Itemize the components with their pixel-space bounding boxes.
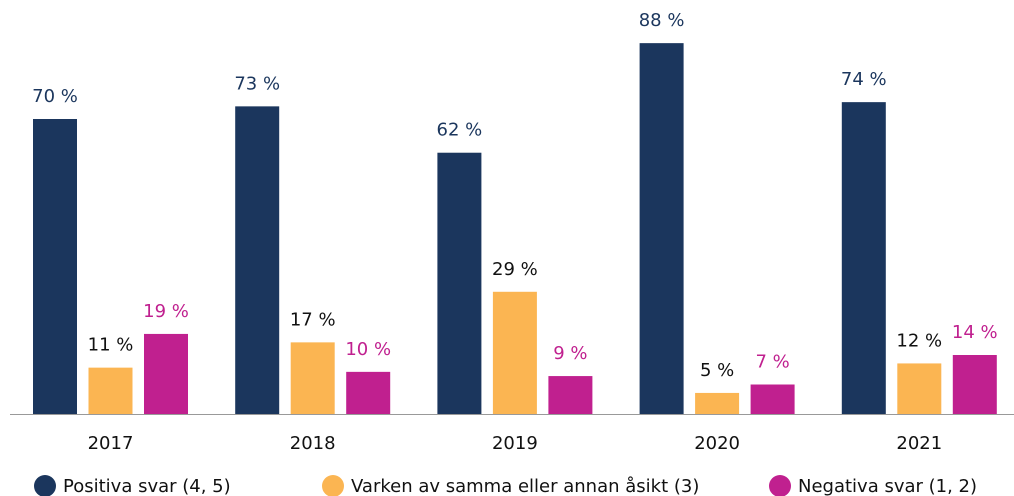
value-label: 74 % (841, 69, 887, 90)
value-label: 11 % (88, 335, 134, 356)
bar (290, 342, 335, 414)
legend-swatch (769, 475, 791, 496)
value-label: 5 % (700, 360, 734, 381)
value-label: 19 % (143, 301, 189, 322)
bar (235, 106, 280, 414)
legend-label: Positiva svar (4, 5) (63, 476, 231, 496)
value-label: 17 % (290, 309, 336, 330)
bar (548, 376, 593, 414)
x-tick-label: 2020 (694, 433, 740, 454)
value-label: 9 % (553, 343, 587, 364)
legend-swatch (322, 475, 344, 496)
value-label: 14 % (952, 322, 998, 343)
x-tick-label: 2017 (88, 433, 134, 454)
bar (750, 384, 795, 414)
bar (492, 291, 537, 414)
value-label: 88 % (639, 10, 685, 31)
x-tick-label: 2019 (492, 433, 538, 454)
value-label: 12 % (896, 330, 942, 351)
bar (88, 367, 133, 414)
bar (437, 152, 482, 414)
value-label: 70 % (32, 86, 78, 107)
value-label: 73 % (234, 73, 280, 94)
legend-label: Negativa svar (1, 2) (798, 476, 977, 496)
legend-swatch (34, 475, 56, 496)
bar (952, 355, 997, 414)
bar (346, 371, 391, 414)
x-tick-label: 2021 (896, 433, 942, 454)
value-label: 62 % (437, 120, 483, 141)
value-label: 29 % (492, 259, 538, 280)
x-tick-label: 2018 (290, 433, 336, 454)
bar (897, 363, 942, 414)
bar (33, 119, 77, 414)
bar (695, 392, 740, 414)
legend-label: Varken av samma eller annan åsikt (3) (351, 476, 699, 496)
bar (841, 102, 886, 415)
bar (144, 333, 188, 414)
value-label: 10 % (345, 339, 391, 360)
bar (639, 43, 684, 415)
value-label: 7 % (755, 352, 789, 373)
